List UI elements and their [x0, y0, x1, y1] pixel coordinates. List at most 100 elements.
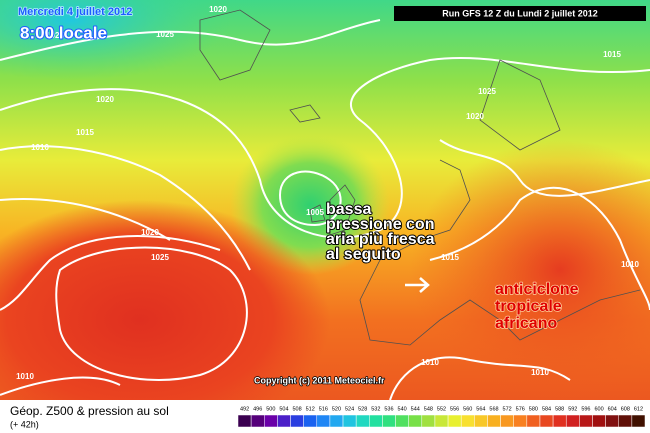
scale-swatch [474, 414, 488, 428]
arrow [405, 277, 430, 293]
time: 8:00 locale [20, 23, 107, 42]
isobar-label: 1020 [466, 112, 484, 121]
scale-label: 556 [450, 406, 459, 412]
scale-swatch [539, 414, 554, 428]
scale-swatch [421, 414, 436, 428]
scale-label: 560 [463, 406, 472, 412]
scale-swatch [513, 414, 528, 428]
scale-label: 584 [542, 406, 551, 412]
anticyclone-line: anticiclone [495, 281, 579, 298]
isobar-label: 1020 [96, 95, 114, 104]
isobar-label: 1010 [31, 143, 49, 152]
run-banner [394, 6, 646, 21]
scale-label: 564 [476, 406, 485, 412]
isobar-label: 1010 [531, 368, 549, 377]
scale-swatch [447, 414, 462, 428]
scale-label: 528 [358, 406, 367, 412]
scale-label: 548 [424, 406, 433, 412]
isobar-label: 1025 [46, 31, 64, 40]
scale-label: 504 [279, 406, 288, 412]
scale-label: 612 [634, 406, 643, 412]
anticyclone-line: tropicale [495, 298, 562, 315]
scale-label: 600 [594, 406, 603, 412]
run-info: Run GFS 12 Z du Lundi 2 juillet 2012 [442, 8, 598, 18]
scale-swatch [355, 414, 370, 428]
scale-swatch [303, 414, 318, 428]
scale-label: 500 [266, 406, 275, 412]
annotation-line: aria più fresca [326, 231, 435, 248]
footer-title: Géop. Z500 & pression au sol [10, 404, 169, 418]
scale-label: 536 [384, 406, 393, 412]
isobars [0, 19, 650, 401]
isobar-label: 1020 [209, 5, 227, 14]
scale-swatch [487, 414, 501, 428]
scale-swatch [237, 414, 252, 428]
scale-swatch [460, 414, 475, 428]
isobar-label: 1025 [156, 30, 174, 39]
scale-swatch [565, 414, 580, 428]
scale-label: 592 [568, 406, 577, 412]
scale-swatch [250, 414, 265, 428]
footer-lead: (+ 42h) [10, 419, 39, 429]
scale-swatch [605, 414, 619, 428]
hot-area-east [410, 140, 650, 400]
scale-label: 596 [581, 406, 590, 412]
isobar-label: 1010 [621, 260, 639, 269]
scale-swatch [264, 414, 278, 428]
annotation-line: pressione con [326, 216, 434, 233]
scale-label: 508 [292, 406, 301, 412]
isobar-label: 1015 [603, 50, 621, 59]
scale-label: 580 [529, 406, 538, 412]
isobar-labels: 1025 1020 1025 1020 1015 1010 1020 1025 1010 1005… [16, 5, 639, 381]
isobar-label: 1005 [306, 208, 324, 217]
scale-swatch [526, 414, 541, 428]
scale-swatch [342, 414, 357, 428]
scale-swatch [631, 414, 646, 428]
date: Mercredi 4 juillet 2012 [18, 6, 132, 18]
scale-swatch [434, 414, 449, 428]
scale-label: 540 [398, 406, 407, 412]
scale-swatch [290, 414, 304, 428]
scale-label: 576 [516, 406, 525, 412]
isobar-label: 1020 [141, 228, 159, 237]
scale-label: 568 [489, 406, 498, 412]
isobar-label: 1025 [478, 87, 496, 96]
scale-label: 520 [332, 406, 341, 412]
scale-label: 532 [371, 406, 380, 412]
cold-area [0, 0, 230, 80]
anticyclone-line: africano [495, 315, 557, 332]
isobar-label: 1025 [151, 253, 169, 262]
scale-swatch [552, 414, 567, 428]
annotation-line: bassa [326, 201, 371, 218]
scale-swatch [618, 414, 633, 428]
scale-label: 604 [608, 406, 617, 412]
scale-swatch [592, 414, 606, 428]
scale-swatch [500, 414, 514, 428]
coastlines [199, 9, 641, 346]
scale-swatch [316, 414, 331, 428]
scale-label: 588 [555, 406, 564, 412]
scale-swatch [277, 414, 291, 428]
scale-label: 516 [319, 406, 328, 412]
scale-label: 496 [253, 406, 262, 412]
scale-swatch [579, 414, 593, 428]
isobar-label: 1010 [16, 372, 34, 381]
scale-swatch [382, 414, 396, 428]
scale-label: 608 [621, 406, 630, 412]
isobar-label: 1015 [441, 253, 459, 262]
scale-label: 552 [437, 406, 446, 412]
scale-swatch [408, 414, 423, 428]
annotation-line: al seguito [326, 246, 401, 263]
copyright: Copyright (c) 2011 Meteociel.fr [254, 375, 385, 385]
scale-label: 512 [306, 406, 315, 412]
scale-swatch [395, 414, 409, 428]
scale-label: 544 [411, 406, 420, 412]
scale-label: 524 [345, 406, 354, 412]
scale-swatch [329, 414, 344, 428]
color-scale: 492 496 500 504 508 512 516 520 524 528 532 536 540 5… [237, 406, 646, 428]
scale-label: 492 [240, 406, 249, 412]
scale-label: 572 [503, 406, 512, 412]
